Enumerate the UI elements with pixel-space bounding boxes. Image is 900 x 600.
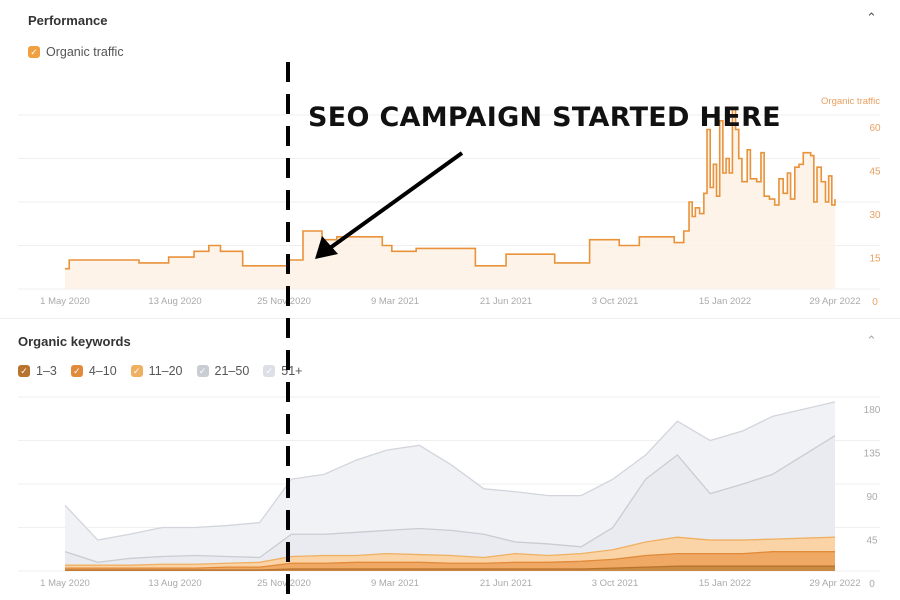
x-tick-label: 15 Jan 2022 bbox=[699, 578, 751, 589]
legend-item-2[interactable]: ✓ 11–20 bbox=[130, 364, 183, 378]
x-tick-label: 3 Oct 2021 bbox=[592, 578, 638, 589]
keywords-title: Organic keywords bbox=[18, 334, 131, 349]
y-tick-label: 60 bbox=[869, 123, 881, 134]
keywords-line-4 bbox=[64, 401, 836, 541]
traffic-line bbox=[65, 108, 836, 270]
checkbox-icon: ✓ bbox=[263, 365, 276, 377]
x-tick-label: 29 Apr 2022 bbox=[809, 578, 860, 589]
checkbox-icon: ✓ bbox=[196, 365, 209, 377]
legend-item-0[interactable]: ✓ 1–3 bbox=[18, 364, 57, 378]
legend-label: 21–50 bbox=[214, 364, 250, 378]
legend-label: 4–10 bbox=[88, 364, 117, 378]
y-tick-label: 0 bbox=[869, 579, 875, 590]
keywords-line-2 bbox=[65, 536, 836, 566]
y-tick-label: 90 bbox=[866, 492, 878, 503]
x-tick-label: 13 Aug 2020 bbox=[148, 578, 201, 589]
chevron-up-icon[interactable]: ⌃ bbox=[866, 10, 877, 25]
x-tick-label: 1 May 2020 bbox=[40, 296, 90, 307]
keywords-area-3 bbox=[65, 435, 835, 566]
y-tick-label: 0 bbox=[872, 297, 878, 308]
legend-label: 11–20 bbox=[148, 364, 183, 378]
chevron-up-icon[interactable]: ⌃ bbox=[866, 333, 877, 348]
annotation-text: SEO CAMPAIGN STARTED HERE bbox=[308, 102, 781, 133]
legend-organic-traffic[interactable]: ✓ Organic traffic bbox=[28, 45, 124, 59]
x-tick-label: 15 Jan 2022 bbox=[699, 296, 751, 307]
legend-item-1[interactable]: ✓ 4–10 bbox=[70, 364, 117, 378]
x-tick-label: 21 Jun 2021 bbox=[480, 578, 532, 589]
x-tick-label: 21 Jun 2021 bbox=[480, 296, 532, 307]
checkbox-icon: ✓ bbox=[130, 365, 143, 377]
checkbox-icon: ✓ bbox=[18, 365, 30, 377]
keywords-area-4 bbox=[65, 401, 835, 563]
x-tick-label: 1 May 2020 bbox=[40, 578, 90, 589]
legend-label: 1–3 bbox=[36, 364, 57, 378]
y-tick-label: 45 bbox=[869, 167, 881, 178]
y-tick-label: 45 bbox=[866, 536, 878, 547]
x-tick-label: 3 Oct 2021 bbox=[592, 296, 638, 307]
x-tick-label: 25 Nov 2020 bbox=[257, 578, 311, 589]
x-tick-label: 29 Apr 2022 bbox=[809, 296, 860, 307]
keywords-line-1 bbox=[65, 551, 835, 569]
legend-label: Organic traffic bbox=[46, 45, 124, 59]
y-tick-label: 135 bbox=[864, 449, 881, 460]
y-tick-label: 180 bbox=[864, 405, 881, 416]
y-tick-label: 15 bbox=[869, 254, 881, 265]
keywords-area-2 bbox=[65, 537, 835, 569]
y-axis-title: Organic traffic bbox=[821, 96, 880, 107]
x-tick-label: 25 Nov 2020 bbox=[257, 296, 311, 307]
annotation-arrow-shaft bbox=[328, 151, 464, 250]
y-tick-label: 30 bbox=[869, 210, 881, 221]
keywords-line-3 bbox=[64, 435, 836, 563]
performance-title: Performance bbox=[28, 13, 108, 28]
checkbox-icon: ✓ bbox=[70, 365, 83, 377]
checkbox-icon: ✓ bbox=[28, 46, 40, 58]
x-tick-label: 9 Mar 2021 bbox=[371, 578, 419, 589]
annotation-arrow-head bbox=[315, 236, 338, 259]
x-tick-label: 13 Aug 2020 bbox=[148, 296, 201, 307]
legend-item-3[interactable]: ✓ 21–50 bbox=[196, 364, 250, 378]
x-tick-label: 9 Mar 2021 bbox=[371, 296, 419, 307]
traffic-area bbox=[65, 109, 835, 289]
keywords-line-0 bbox=[65, 565, 835, 571]
